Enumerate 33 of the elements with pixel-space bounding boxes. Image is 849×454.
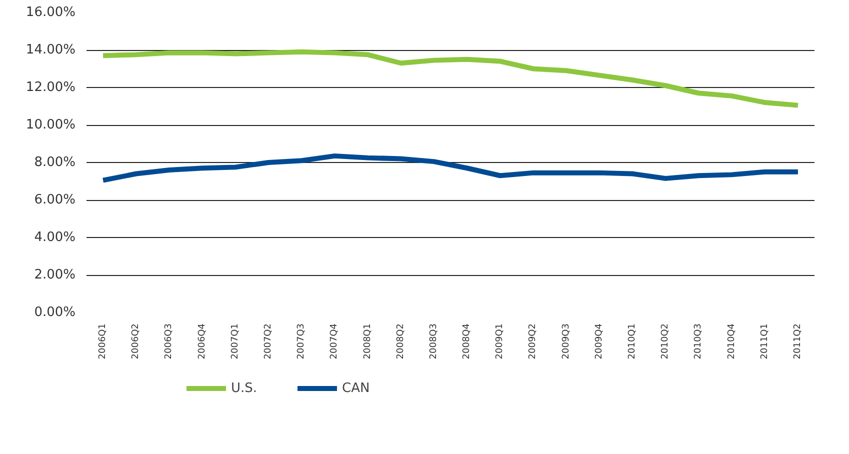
x-tick-label: 2008Q4 [462,323,472,360]
y-tick-label: 2.00% [34,268,76,282]
y-tick-label: 6.00% [34,192,76,208]
y-tick-label: 0.00% [34,305,76,320]
x-tick-label: 2010Q1 [628,323,638,360]
x-tick-label: 2009Q1 [495,323,506,360]
x-tick-label: 2007Q2 [264,323,274,360]
x-tick-label: 2007Q3 [296,323,307,360]
x-tick-label: 2010Q4 [726,323,737,360]
legend-label: CAN [342,380,370,396]
x-tick-label: 2009Q4 [594,323,604,360]
x-tick-label: 2006Q1 [98,323,108,360]
x-tick-label: 2009Q2 [528,323,538,360]
x-tick-label: 2007Q4 [330,323,340,360]
x-tick-label: 2006Q2 [131,323,142,360]
x-tick-label: 2010Q3 [694,323,704,360]
legend-label: U.S. [231,380,258,396]
x-tick-label: 2007Q1 [230,323,240,360]
x-tick-label: 2008Q1 [362,323,373,360]
y-tick-label: 10.00% [26,118,76,132]
x-tick-label: 2010Q2 [660,323,671,360]
x-tick-label: 2006Q3 [164,323,174,360]
y-tick-label: 16.00% [26,5,76,20]
y-tick-label: 14.00% [26,42,76,58]
x-tick-label: 2011Q1 [760,323,770,360]
x-tick-label: 2009Q3 [561,323,572,360]
y-tick-label: 8.00% [34,155,76,170]
y-tick-label: 4.00% [34,230,76,245]
y-tick-label: 12.00% [26,80,76,95]
x-tick-label: 2008Q2 [396,323,406,360]
x-tick-label: 2011Q2 [792,323,803,360]
x-tick-label: 2008Q3 [428,323,439,360]
x-tick-label: 2006Q4 [197,323,208,360]
